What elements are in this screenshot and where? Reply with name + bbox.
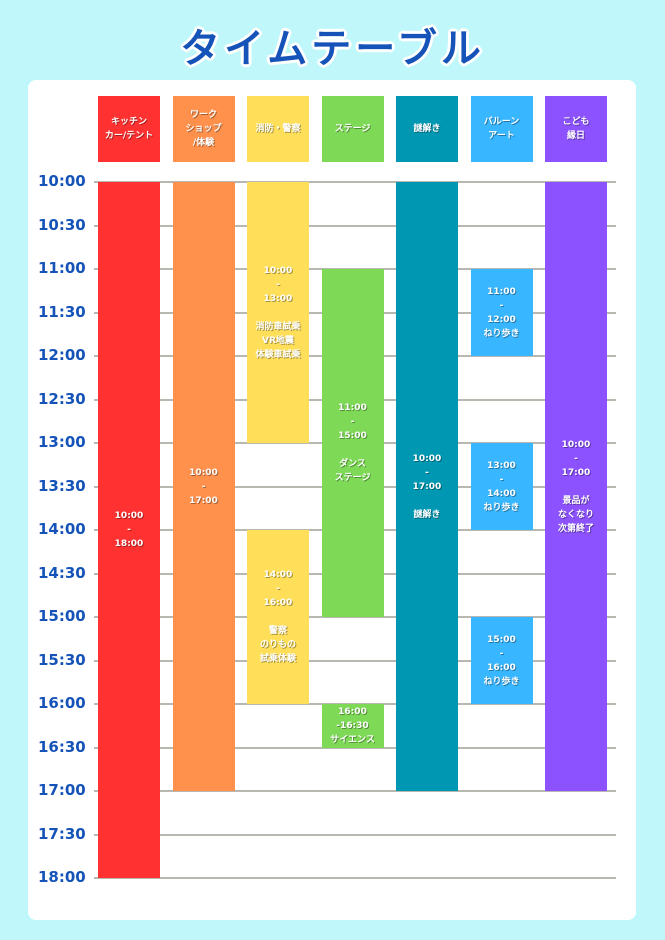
time-label: 14:30 (38, 563, 86, 582)
gridline (94, 224, 616, 227)
time-label: 17:30 (38, 824, 86, 843)
schedule-block: 10:00 - 18:00 (98, 182, 160, 878)
schedule-block: 15:00 - 16:00 ねり歩き (470, 617, 533, 704)
column-header: ステージ (321, 96, 384, 162)
time-label: 17:00 (38, 781, 86, 799)
time-label: 12:30 (38, 389, 86, 408)
time-label: 14:00 (38, 520, 86, 538)
schedule-block: 10:00 - 17:00 (172, 182, 235, 791)
time-label: 11:00 (38, 259, 86, 277)
time-label: 15:30 (38, 650, 86, 669)
gridline (94, 790, 616, 792)
gridline (94, 659, 616, 662)
gridline (94, 181, 616, 183)
time-label: 13:00 (38, 433, 86, 451)
schedule-block: 11:00 - 15:00 ダンス ステージ (321, 269, 384, 617)
time-label: 15:00 (38, 607, 86, 625)
gridline (94, 746, 616, 749)
schedule-block: 10:00 - 13:00 消防車試乗 VR地震 体験車試乗 (247, 182, 309, 443)
gridline (94, 616, 616, 618)
page-title: タイムテーブル (180, 26, 485, 72)
column-header: バルーン アート (470, 96, 533, 162)
schedule-block: 11:00 - 12:00 ねり歩き (470, 269, 533, 356)
schedule-block: 13:00 - 14:00 ねり歩き (470, 443, 533, 530)
time-label: 13:30 (38, 476, 86, 495)
gridline (94, 877, 616, 879)
column-header: 消防・警察 (247, 96, 309, 162)
column-header: ワーク ショップ /体験 (172, 96, 235, 162)
time-label: 16:00 (38, 694, 86, 712)
time-label: 10:30 (38, 215, 86, 234)
schedule-block: 10:00 - 17:00 謎解き (396, 182, 458, 791)
schedule-block: 14:00 - 16:00 警察 のりもの 試乗体験 (247, 530, 309, 704)
column-header: キッチン カー/テント (98, 96, 160, 162)
schedule-block: 16:00 -16:30 サイエンス (321, 704, 384, 748)
time-label: 16:30 (38, 737, 86, 756)
column-header: こども 縁日 (545, 96, 607, 162)
time-label: 18:00 (38, 868, 86, 886)
schedule-block: 10:00 - 17:00 景品が なくなり 次第終了 (545, 182, 607, 791)
gridline (94, 833, 616, 836)
time-label: 11:30 (38, 302, 86, 321)
time-label: 12:00 (38, 346, 86, 364)
column-header: 謎解き (396, 96, 458, 162)
time-label: 10:00 (38, 172, 86, 190)
